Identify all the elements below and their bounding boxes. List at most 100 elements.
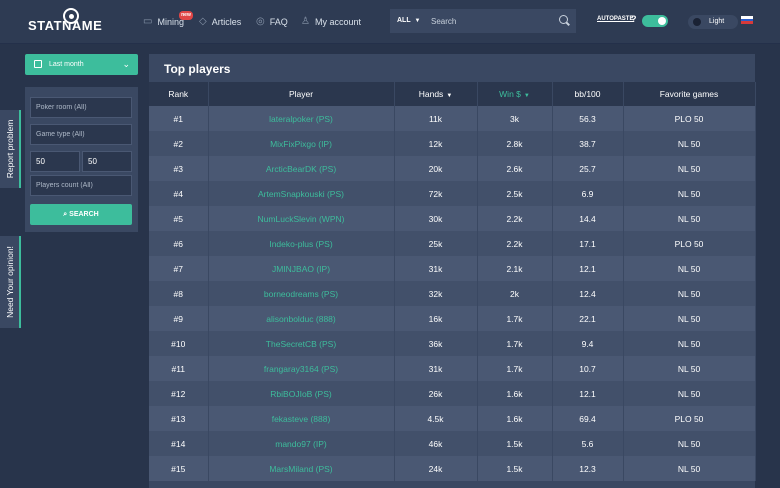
eye-icon [63,8,79,24]
cell-hands: 16k [394,306,478,331]
period-select[interactable]: Last month ⌄ [25,54,138,75]
search-icon[interactable] [559,15,568,24]
autopaste-toggle[interactable] [642,15,668,27]
cell-win: 1.6k [477,406,553,431]
logo[interactable]: STATNAME [28,18,103,33]
cell-player[interactable]: NumLuckSlevin (WPN) [208,206,395,231]
game-type-input[interactable] [30,124,132,145]
cell-rank: #2 [149,131,209,156]
cell-hands: 4.5k [394,406,478,431]
cell-player[interactable]: MixFixPixgo (IP) [208,131,395,156]
cell-rank: #15 [149,456,209,481]
sort-desc-icon: ▼ [523,93,530,99]
search-button[interactable]: ⌕ SEARCH [30,204,132,225]
col-win[interactable]: Win $ ▼ [477,82,553,106]
search-button-label: SEARCH [69,210,99,218]
cell-rank: #3 [149,156,209,181]
search-scope-select[interactable]: ALL ▼ [390,9,426,33]
cell-player[interactable]: MarsMiland (PS) [208,456,395,481]
cell-win: 2k [477,281,553,306]
cell-hands: 24k [394,456,478,481]
need-opinion-tab[interactable]: Need Your opinion! [0,236,21,328]
cell-player[interactable]: alisonbolduc (888) [208,306,395,331]
cell-bb100: 17.1 [552,231,624,256]
cell-games: PLO 50 [623,406,756,431]
theme-toggle[interactable]: Light [688,15,738,29]
nav-articles[interactable]: ◇ Articles [199,16,241,27]
cell-win: 1.7k [477,331,553,356]
cell-player[interactable]: frangaray3164 (PS) [208,356,395,381]
table-row: #3 ArcticBearDK (PS) 20k 2.6k 25.7 NL 50 [149,156,756,181]
table-row: #11 frangaray3164 (PS) 31k 1.7k 10.7 NL 50 [149,356,756,381]
cell-win: 2.8k [477,131,553,156]
cell-games: NL 50 [623,156,756,181]
cell-hands: 20k [394,156,478,181]
cell-win: 1.5k [477,431,553,456]
cell-player[interactable]: Indeko-plus (PS) [208,231,395,256]
col-bb100: bb/100 [552,82,624,106]
cell-games: PLO 50 [623,106,756,131]
cell-games: NL 50 [623,306,756,331]
nav-mining[interactable]: ▭ Mining new [143,11,193,27]
table-row: #5 NumLuckSlevin (WPN) 30k 2.2k 14.4 NL 50 [149,206,756,231]
table-row: #10 TheSecretCB (PS) 36k 1.7k 9.4 NL 50 [149,331,756,356]
calendar-icon [34,60,42,68]
table-row: #13 fekasteve (888) 4.5k 1.6k 69.4 PLO 50 [149,406,756,431]
nav-my-account-label: My account [314,16,361,27]
flag-ru-icon[interactable] [741,16,753,24]
chevron-down-icon: ▼ [414,18,421,24]
cell-bb100: 38.7 [552,131,624,156]
cell-bb100: 56.3 [552,106,624,131]
cell-player[interactable]: RbiBOJIoB (PS) [208,381,395,406]
players-count-input[interactable] [30,175,132,196]
cell-games: NL 50 [623,356,756,381]
cell-player[interactable]: TheSecretCB (PS) [208,331,395,356]
min-stake-input[interactable] [30,151,80,172]
theme-label: Light [709,18,725,25]
cell-player[interactable]: lateralpoker (PS) [208,106,395,131]
user-icon: ♙ [301,16,310,27]
cell-hands: 72k [394,181,478,206]
cell-hands: 32k [394,281,478,306]
cell-win: 3k [477,106,553,131]
nav-my-account[interactable]: ♙ My account [301,16,361,27]
cell-player[interactable]: ArcticBearDK (PS) [208,156,395,181]
col-hands[interactable]: Hands ▼ [394,82,478,106]
cell-rank: #11 [149,356,209,381]
cell-player[interactable]: borneodreams (PS) [208,281,395,306]
cell-player[interactable]: ArtemSnapkouski (PS) [208,181,395,206]
nav-articles-label: Articles [211,16,242,27]
top-header: STATNAME ▭ Mining new ◇ Articles ◎ FAQ ♙… [0,0,780,44]
report-problem-label: Report problem [4,119,15,179]
period-label: Last month [49,61,84,68]
col-player: Player [208,82,395,106]
cell-games: NL 50 [623,456,756,481]
cell-rank: #8 [149,281,209,306]
table-row: #15 MarsMiland (PS) 24k 1.5k 12.3 NL 50 [149,456,756,481]
cell-games: NL 50 [623,381,756,406]
search-box [426,9,576,33]
cell-win: 1.7k [477,306,553,331]
max-stake-input[interactable] [82,151,132,172]
cell-bb100: 12.4 [552,281,624,306]
table-row: #4 ArtemSnapkouski (PS) 72k 2.5k 6.9 NL 50 [149,181,756,206]
cell-win: 1.6k [477,381,553,406]
cell-games: PLO 50 [623,231,756,256]
cell-hands: 12k [394,131,478,156]
autopaste-link[interactable]: AUTOPASTE [597,16,634,22]
cell-games: NL 50 [623,331,756,356]
poker-room-input[interactable] [30,97,132,118]
cell-bb100: 10.7 [552,356,624,381]
cell-bb100: 69.4 [552,406,624,431]
help-icon[interactable]: ? [631,14,637,24]
nav-faq-label: FAQ [269,16,288,27]
search-input[interactable] [426,9,554,33]
report-problem-tab[interactable]: Report problem [0,110,21,188]
cell-win: 2.1k [477,256,553,281]
cell-player[interactable]: fekasteve (888) [208,406,395,431]
search-scope-label: ALL [397,17,411,24]
nav-faq[interactable]: ◎ FAQ [256,16,288,27]
cell-player[interactable]: JMINJBAO (IP) [208,256,395,281]
cell-player[interactable]: mando97 (IP) [208,431,395,456]
cell-rank: #14 [149,431,209,456]
